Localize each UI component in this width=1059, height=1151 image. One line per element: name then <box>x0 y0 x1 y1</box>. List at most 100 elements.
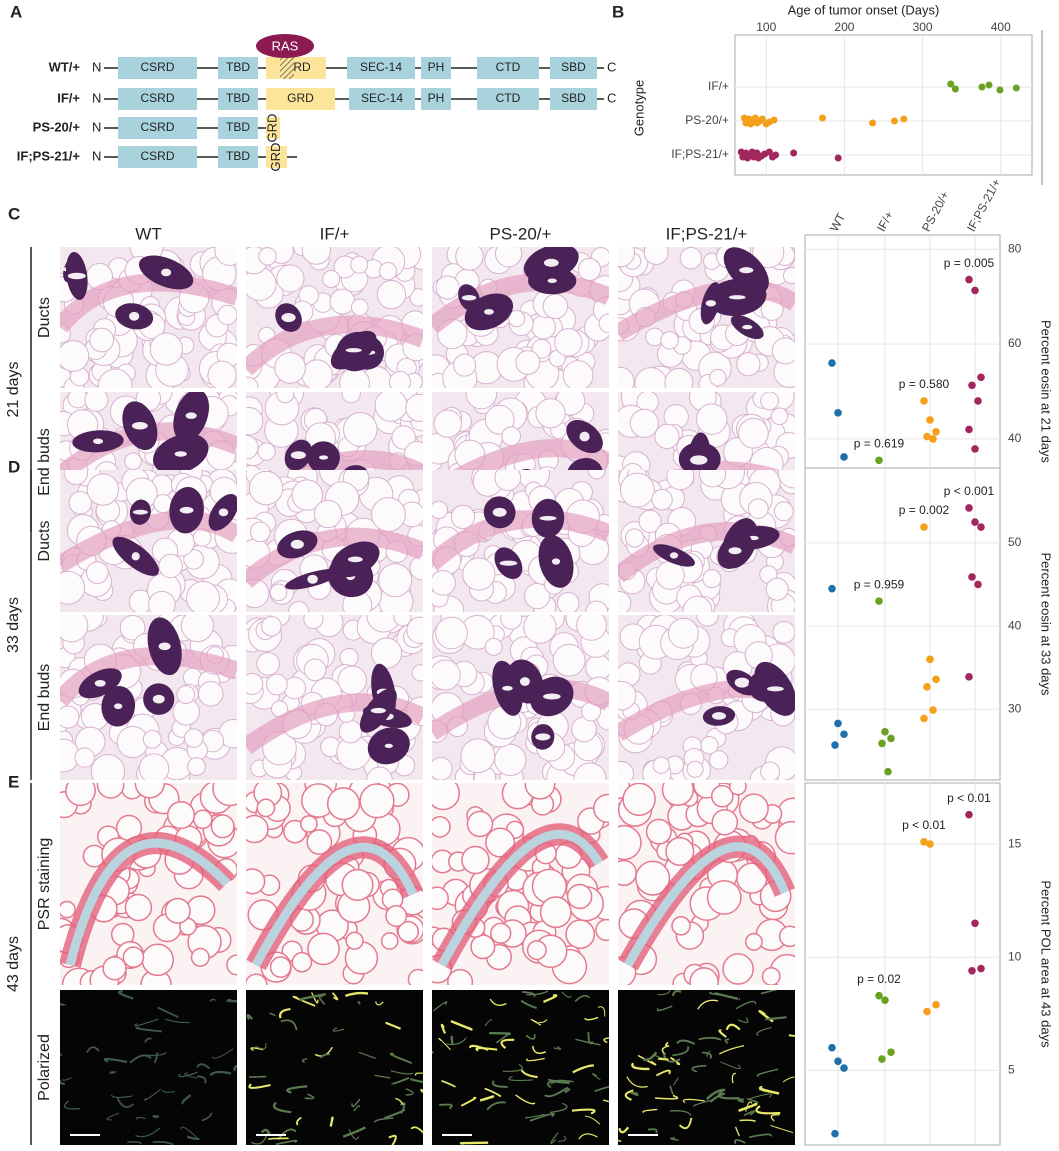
adipocyte <box>728 783 747 796</box>
adipocyte <box>134 783 166 799</box>
point <box>890 117 898 125</box>
adipocyte <box>435 275 460 300</box>
adipocyte <box>411 664 423 682</box>
point <box>947 80 955 88</box>
fiber <box>353 1105 361 1112</box>
p-value: p < 0.01 <box>902 818 946 832</box>
domain-label: CSRD <box>140 60 174 74</box>
adipocyte <box>577 257 601 282</box>
adipocyte <box>752 247 785 269</box>
adipocyte <box>710 784 734 808</box>
adipocyte <box>60 570 86 605</box>
lumen <box>579 431 590 442</box>
domain-label: RD <box>293 60 311 74</box>
domain-label: PH <box>428 91 445 105</box>
adipocyte <box>709 368 727 387</box>
adipocyte <box>256 798 276 818</box>
point <box>1012 84 1020 92</box>
adipocyte <box>322 269 341 288</box>
adipocyte <box>60 340 90 372</box>
fiber <box>618 1126 630 1134</box>
adipocyte <box>153 494 173 514</box>
adipocyte <box>679 247 703 270</box>
adipocyte <box>74 747 95 768</box>
point <box>965 275 973 284</box>
column-header: IF/+ <box>320 224 350 243</box>
fiber <box>136 1116 146 1120</box>
micrograph-content <box>618 615 795 780</box>
y-axis-title: Percent eosin at 21 days <box>1039 320 1054 464</box>
fiber <box>135 1127 161 1138</box>
adipocyte <box>490 922 512 944</box>
domain <box>218 88 258 110</box>
fiber <box>389 1052 413 1064</box>
point <box>840 1064 848 1072</box>
adipocyte <box>366 766 393 780</box>
plot-area <box>804 782 1001 1146</box>
micrograph <box>618 990 795 1145</box>
adipocyte <box>643 247 669 266</box>
adipocyte <box>629 408 659 438</box>
adipocyte <box>484 404 515 435</box>
fiber <box>743 1110 756 1117</box>
adipocyte <box>638 509 662 533</box>
micrograph-content <box>246 615 423 780</box>
adipocyte <box>566 883 593 910</box>
adipocyte <box>406 616 423 644</box>
fiber <box>670 1137 679 1141</box>
stroma <box>432 273 609 334</box>
adipocyte <box>698 470 727 488</box>
lumen <box>519 677 530 686</box>
point <box>840 453 848 461</box>
adipocyte <box>341 392 361 404</box>
adipocyte <box>313 499 343 529</box>
fiber <box>572 1064 594 1074</box>
adipocyte <box>556 591 580 612</box>
lumen <box>669 552 679 559</box>
domain <box>118 117 197 139</box>
fiber <box>718 1029 727 1038</box>
fiber <box>631 1062 650 1071</box>
adipocyte <box>301 247 332 265</box>
domain-label: CSRD <box>140 91 174 105</box>
domain-label: CTD <box>496 91 521 105</box>
fiber <box>446 1037 467 1046</box>
adipocyte <box>407 968 423 985</box>
y-tick-label: 10 <box>1008 949 1022 963</box>
adipocyte <box>119 615 146 641</box>
domain-label: CSRD <box>140 120 174 134</box>
adipocyte <box>246 376 259 388</box>
fiber <box>144 1088 162 1101</box>
adipocyte <box>531 314 556 340</box>
micrograph-content <box>246 247 423 388</box>
fiber <box>450 1035 454 1046</box>
adipocyte <box>460 738 496 774</box>
point <box>875 456 883 465</box>
point <box>923 432 931 441</box>
fiber <box>705 1088 726 1100</box>
micrograph-content <box>60 470 237 612</box>
adipocyte <box>433 409 462 438</box>
fiber <box>410 1126 423 1134</box>
adipocyte <box>465 392 498 410</box>
fiber <box>106 1112 120 1121</box>
fiber <box>275 1139 298 1145</box>
fiber <box>351 1098 361 1108</box>
adipocyte <box>618 760 634 780</box>
y-tick-label: 80 <box>1008 241 1022 255</box>
adipocyte <box>619 472 655 508</box>
point <box>965 810 973 819</box>
point <box>869 119 877 127</box>
x-tick-label: 400 <box>991 20 1011 34</box>
fiber <box>618 1139 622 1143</box>
adipocyte <box>542 293 569 320</box>
adipocyte <box>261 616 282 637</box>
fiber <box>196 1075 207 1084</box>
adipocyte <box>370 637 403 669</box>
fiber <box>441 1080 456 1088</box>
micrograph-content <box>432 615 609 780</box>
fiber <box>642 1051 658 1062</box>
micrograph-content <box>246 990 423 1145</box>
adipocyte <box>258 247 277 266</box>
fiber <box>525 1034 536 1040</box>
